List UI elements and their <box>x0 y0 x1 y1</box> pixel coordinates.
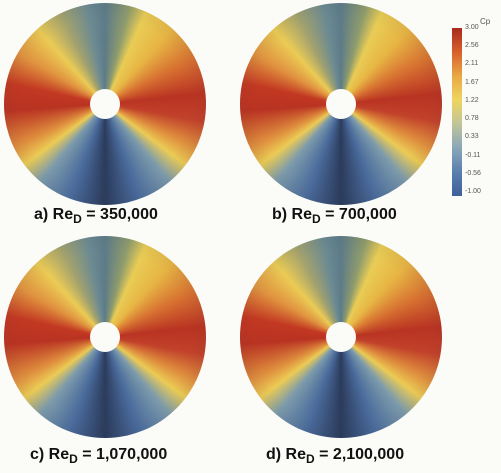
colorbar <box>452 28 462 196</box>
caption-prefix: b) Re <box>272 206 312 223</box>
colorbar-label: 0.33 <box>465 133 479 141</box>
caption-subscript: D <box>312 212 321 227</box>
colorbar-label: -0.56 <box>465 169 481 177</box>
colorbar-label: -1.00 <box>465 188 481 195</box>
contour-disc <box>240 236 442 438</box>
caption: a) ReD = 350,000 <box>34 206 158 226</box>
caption-value: = 350,000 <box>86 206 158 223</box>
colorbar-label: 2.56 <box>465 42 479 50</box>
caption-prefix: d) Re <box>266 446 306 463</box>
colorbar-label: -0.11 <box>465 151 481 159</box>
caption-prefix: a) Re <box>34 206 74 223</box>
colorbar-label: 2.11 <box>465 60 479 68</box>
caption-value: = 1,070,000 <box>82 446 168 463</box>
caption-subscript: D <box>69 452 78 467</box>
colorbar-label: 1.22 <box>465 96 479 104</box>
caption: d) ReD = 2,100,000 <box>266 446 404 466</box>
caption-subscript: D <box>73 212 82 227</box>
contour-disc <box>240 3 442 205</box>
caption-value: = 700,000 <box>325 206 397 223</box>
colorbar-label: 3.00 <box>465 24 479 31</box>
contour-disc <box>4 236 206 438</box>
disc-hole <box>90 322 120 352</box>
colorbar-label: 1.67 <box>465 78 479 86</box>
caption-subscript: D <box>306 452 315 467</box>
caption: c) ReD = 1,070,000 <box>30 446 167 466</box>
colorbar-label: 0.78 <box>465 115 479 123</box>
colorbar-title: Cp <box>480 17 491 26</box>
caption-prefix: c) Re <box>30 446 70 463</box>
disc-hole <box>326 89 356 119</box>
disc-hole <box>326 322 356 352</box>
caption-value: = 2,100,000 <box>319 446 405 463</box>
disc-hole <box>90 89 120 119</box>
caption: b) ReD = 700,000 <box>272 206 397 226</box>
contour-disc <box>4 3 206 205</box>
